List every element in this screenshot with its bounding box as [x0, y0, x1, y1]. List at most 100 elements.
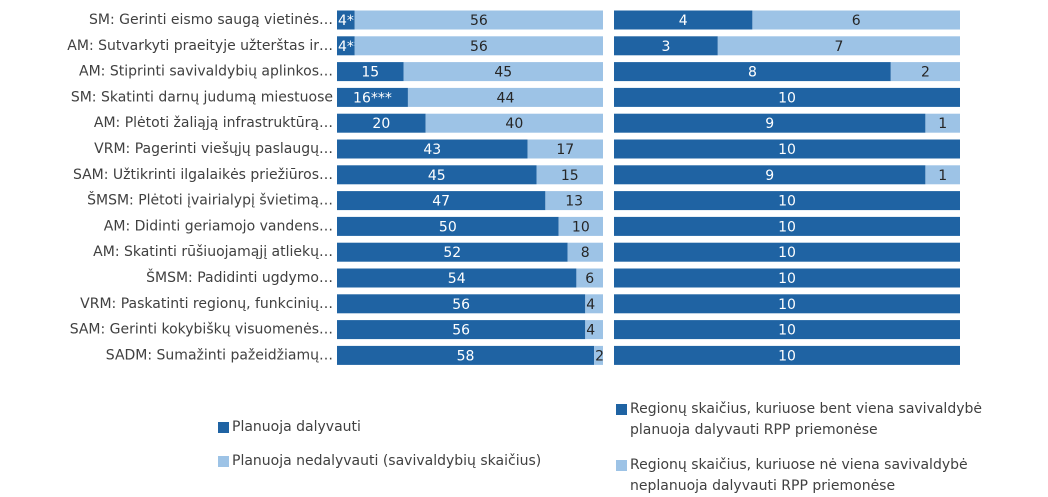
- value-label: 20: [372, 116, 390, 132]
- value-label: 17: [556, 142, 574, 158]
- value-label: 10: [778, 219, 796, 235]
- category-label: AM: Didinti geriamojo vandens…: [104, 218, 333, 234]
- legend-item: Planuoja dalyvauti: [218, 417, 361, 438]
- value-label: 4*: [338, 13, 354, 29]
- value-label: 13: [565, 194, 583, 210]
- value-label: 40: [505, 116, 523, 132]
- value-label: 1: [938, 116, 947, 132]
- value-label: 10: [778, 323, 796, 339]
- value-label: 45: [428, 168, 446, 184]
- bar-segment: [594, 345, 603, 365]
- category-label: VRM: Paskatinti regionų, funkcinių…: [80, 296, 333, 312]
- legend-swatch: [616, 460, 627, 471]
- bar-segment: [403, 62, 603, 82]
- value-label: 3: [661, 39, 670, 55]
- bar-segment: [614, 242, 960, 262]
- bar-segment: [354, 36, 603, 56]
- value-label: 4: [679, 13, 688, 29]
- bar-segment: [558, 216, 603, 236]
- bar-segment: [337, 268, 577, 288]
- value-label: 6: [585, 271, 594, 287]
- value-label: 10: [778, 90, 796, 106]
- value-label: 7: [834, 39, 843, 55]
- value-label: 56: [452, 297, 470, 313]
- bar-segment: [614, 113, 926, 133]
- bar-segment: [890, 62, 960, 82]
- legend-item: Regionų skaičius, kuriuose bent viena sa…: [616, 399, 1046, 441]
- bar-segment: [536, 165, 603, 185]
- value-label: 44: [497, 90, 515, 106]
- bar-segment: [717, 36, 960, 56]
- value-label: 10: [778, 194, 796, 210]
- category-label: SAM: Užtikrinti ilgalaikės priežiūros…: [73, 167, 333, 183]
- category-label: AM: Stiprinti savivaldybių aplinkos…: [79, 64, 333, 80]
- bar-segment: [337, 139, 528, 159]
- bar-segment: [614, 165, 926, 185]
- value-label: 10: [778, 245, 796, 261]
- bar-segment: [614, 320, 960, 340]
- value-label: 56: [452, 323, 470, 339]
- bar-segment: [567, 242, 603, 262]
- category-label: SADM: Sumažinti pažeidžiamų…: [106, 347, 333, 363]
- bar-segment: [614, 36, 718, 56]
- bar-segment: [337, 216, 559, 236]
- value-label: 54: [448, 271, 466, 287]
- value-label: 10: [778, 142, 796, 158]
- value-label: 10: [572, 219, 590, 235]
- bar-segment: [614, 191, 960, 211]
- bar-segment: [614, 216, 960, 236]
- bar-segment: [337, 320, 586, 340]
- value-label: 15: [561, 168, 579, 184]
- bar-segment: [337, 345, 595, 365]
- bar-segment: [337, 191, 546, 211]
- value-label: 4: [586, 297, 595, 313]
- bar-segment: [614, 345, 960, 365]
- value-label: 9: [765, 116, 774, 132]
- bar-segment: [337, 87, 408, 107]
- value-label: 2: [921, 65, 930, 81]
- value-label: 50: [439, 219, 457, 235]
- value-label: 8: [581, 245, 590, 261]
- bar-segment: [337, 294, 586, 314]
- bar-segment: [614, 294, 960, 314]
- legend-item: Planuoja nedalyvauti (savivaldybių skaič…: [218, 451, 541, 472]
- bar-segment: [337, 62, 404, 82]
- bar-segment: [337, 165, 537, 185]
- value-label: 10: [778, 271, 796, 287]
- bar-segment: [614, 62, 891, 82]
- value-label: 58: [457, 348, 475, 364]
- bar-segment: [925, 165, 960, 185]
- charts: SM: Gerinti eismo saugą vietinės… AM: Sut…: [67, 10, 960, 365]
- category-label: AM: Plėtoti žaliąją infrastruktūrą…: [94, 115, 333, 131]
- value-label: 4: [586, 323, 595, 339]
- value-label: 1: [938, 168, 947, 184]
- category-label: VRM: Pagerinti viešųjų paslaugų…: [94, 141, 333, 157]
- bar-segment: [425, 113, 603, 133]
- bar-segment: [614, 139, 960, 159]
- bar-segment: [576, 268, 603, 288]
- bar-segment: [545, 191, 603, 211]
- legend-swatch: [218, 456, 229, 467]
- bar-segment: [585, 294, 603, 314]
- value-label: 8: [748, 65, 757, 81]
- legend-swatch: [616, 404, 627, 415]
- legend-item: Regionų skaičius, kuriuose nė viena savi…: [616, 455, 1046, 497]
- bar-segment: [614, 268, 960, 288]
- legend-label: Regionų skaičius, kuriuose nė viena savi…: [630, 457, 968, 494]
- bar-segment: [585, 320, 603, 340]
- value-label: 9: [765, 168, 774, 184]
- bar-segment: [337, 113, 426, 133]
- legend-swatch: [218, 422, 229, 433]
- bar-segment: [354, 10, 603, 30]
- value-label: 10: [778, 297, 796, 313]
- bar-segment: [925, 113, 960, 133]
- value-label: 47: [432, 194, 450, 210]
- legend-label: Regionų skaičius, kuriuose bent viena sa…: [630, 401, 982, 438]
- value-label: 16***: [353, 90, 392, 106]
- value-label: 10: [778, 348, 796, 364]
- category-label: SAM: Gerinti kokybiškų visuomenės…: [70, 322, 333, 338]
- category-label: ŠMSM: Padidinti ugdymo…: [146, 268, 333, 286]
- value-label: 2: [595, 348, 604, 364]
- bar-segment: [337, 10, 355, 30]
